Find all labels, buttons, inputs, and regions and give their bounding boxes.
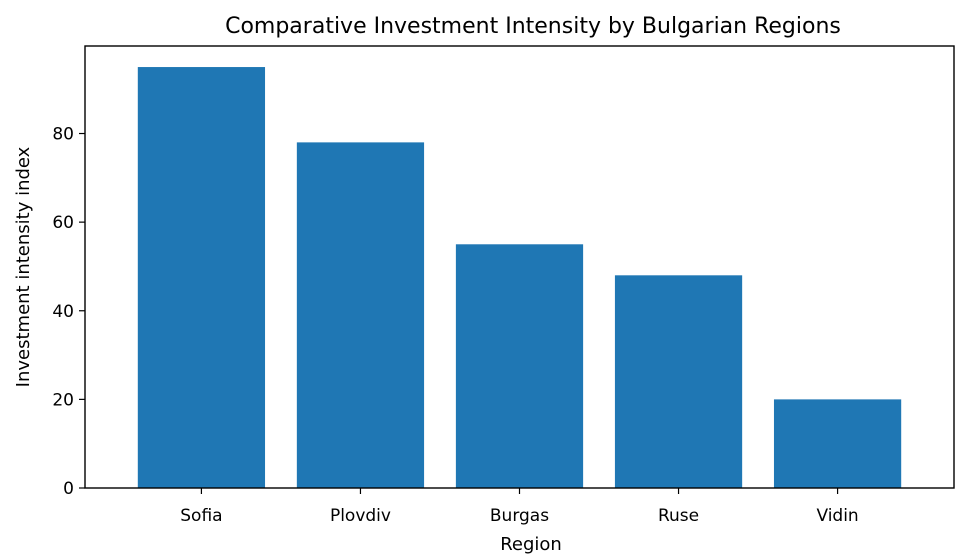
x-tick-label: Sofia — [180, 506, 222, 526]
y-tick-label: 80 — [52, 125, 74, 145]
y-tick-label: 60 — [52, 213, 74, 233]
y-tick-label: 40 — [52, 302, 74, 322]
bar-burgas — [455, 244, 584, 488]
bar-ruse — [614, 275, 743, 488]
x-tick-label: Ruse — [658, 506, 699, 526]
x-tick-label: Burgas — [490, 506, 549, 526]
y-tick-label: 0 — [63, 479, 74, 499]
x-tick-label: Vidin — [816, 506, 858, 526]
x-axis-label: Region — [500, 534, 562, 555]
y-axis-label: Investment intensity index — [13, 146, 34, 387]
x-axis-ticks: Sofia Plovdiv Burgas Ruse Vidin — [180, 488, 859, 526]
y-axis-ticks: 0 20 40 60 80 — [52, 125, 85, 499]
bar-vidin — [773, 399, 902, 488]
x-tick-label: Plovdiv — [330, 506, 391, 526]
bar-sofia — [137, 67, 266, 489]
y-tick-label: 20 — [52, 390, 74, 410]
bars-group — [137, 67, 902, 489]
plot-frame — [84, 45, 955, 489]
bar-plovdiv — [296, 142, 425, 488]
chart-title: Comparative Investment Intensity by Bulg… — [225, 14, 841, 39]
